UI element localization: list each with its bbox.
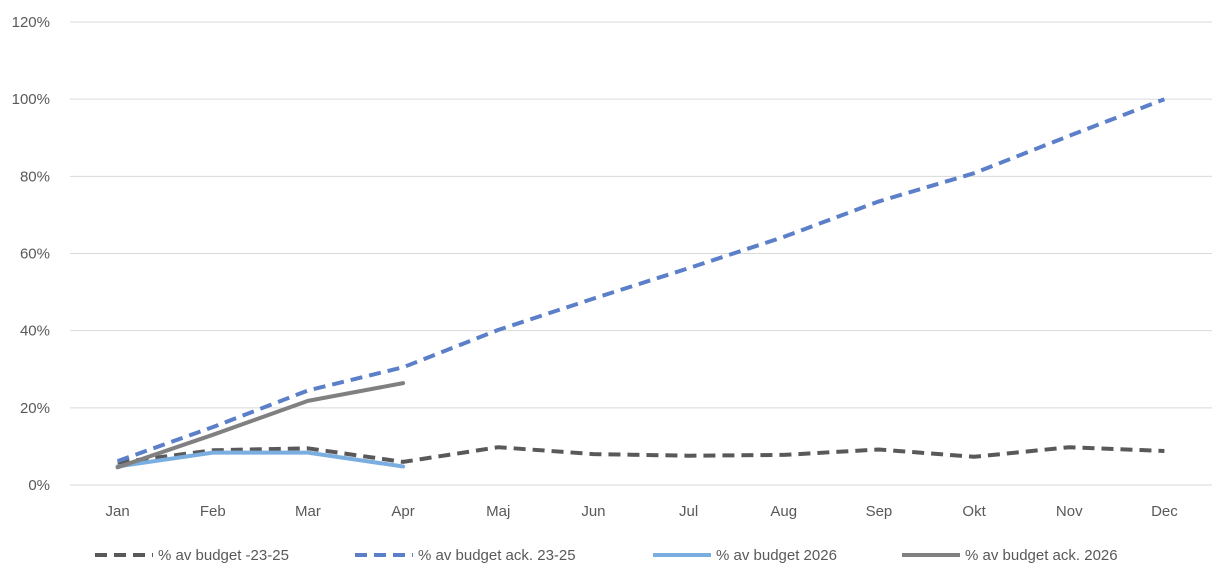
y-tick-label: 80% xyxy=(20,168,50,185)
series-line-4 xyxy=(115,381,406,470)
x-tick-label: Apr xyxy=(391,503,414,520)
series-line-3 xyxy=(115,450,406,469)
x-tick-label: Jul xyxy=(679,503,698,520)
series-lines xyxy=(115,97,1166,470)
y-tick-label: 40% xyxy=(20,323,50,340)
y-tick-label: 0% xyxy=(28,477,50,494)
legend-label-1: % av budget -23-25 xyxy=(158,547,289,564)
legend-label-4: % av budget ack. 2026 xyxy=(965,547,1118,564)
x-tick-label: Nov xyxy=(1056,503,1083,520)
legend: % av budget -23-25 % av budget ack. 23-25… xyxy=(95,547,1118,564)
y-axis-tick-labels: 0% 20% 40% 60% 80% 100% 120% xyxy=(12,14,50,494)
x-tick-label: Maj xyxy=(486,503,510,520)
x-tick-label: Jan xyxy=(105,503,129,520)
series-line-1 xyxy=(117,445,1165,465)
x-tick-label: Jun xyxy=(581,503,605,520)
x-tick-label: Okt xyxy=(962,503,986,520)
y-tick-label: 20% xyxy=(20,400,50,417)
legend-label-2: % av budget ack. 23-25 xyxy=(418,547,576,564)
series-line-2 xyxy=(116,97,1166,463)
y-gridlines xyxy=(70,21,1212,486)
x-axis-tick-labels: Jan Feb Mar Apr Maj Jun Jul Aug Sep Okt Nov Dec xyxy=(105,503,1178,520)
x-tick-label: Dec xyxy=(1151,503,1178,520)
y-tick-label: 60% xyxy=(20,246,50,263)
y-tick-label: 120% xyxy=(12,14,50,31)
x-tick-label: Mar xyxy=(295,503,321,520)
x-tick-label: Feb xyxy=(200,503,226,520)
x-tick-label: Sep xyxy=(866,503,893,520)
y-tick-label: 100% xyxy=(12,91,50,108)
x-tick-label: Aug xyxy=(770,503,797,520)
legend-label-3: % av budget 2026 xyxy=(716,547,837,564)
